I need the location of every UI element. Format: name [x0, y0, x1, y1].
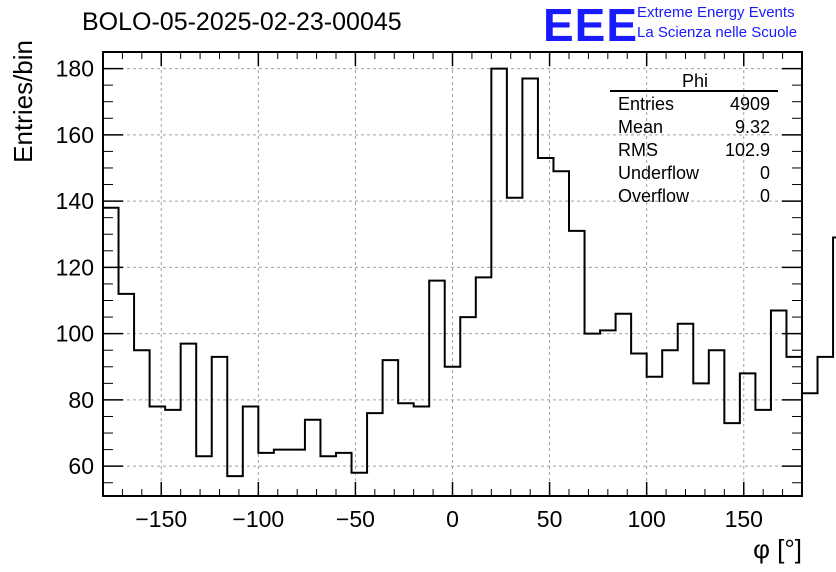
y-axis-title: Entries/bin — [8, 40, 38, 163]
x-tick-label: 150 — [725, 506, 763, 532]
stats-row-value: 102.9 — [725, 140, 770, 160]
x-tick-label: 100 — [627, 506, 665, 532]
stats-row-value: 0 — [760, 186, 770, 206]
run-title: BOLO-05-2025-02-23-00045 — [82, 8, 402, 36]
stats-row-value: 0 — [760, 163, 770, 183]
y-tick-label: 180 — [56, 56, 94, 82]
y-tick-labels: 60 80 100 120 140 160 180 — [56, 56, 94, 480]
stats-rows: Entries 4909 Mean 9.32 RMS 102.9 Underflow 0 Ove… — [618, 94, 770, 206]
x-tick-labels: −150 −100 −50 0 50 100 150 — [135, 506, 763, 532]
stats-box: Phi Entries 4909 Mean 9.32 RMS 102.9 Underflow… — [610, 71, 778, 206]
stats-row-value: 4909 — [730, 94, 770, 114]
logo-subtitle-line-2: La Scienza nelle Scuole — [637, 24, 798, 41]
grid — [103, 52, 802, 496]
stats-row-value: 9.32 — [735, 117, 770, 137]
stats-row-label: Entries — [618, 94, 674, 114]
x-tick-label: 50 — [537, 506, 563, 532]
eee-logo: EEE — [543, 0, 639, 51]
y-tick-label: 80 — [68, 387, 94, 413]
stats-row-label: RMS — [618, 140, 658, 160]
x-tick-label: −150 — [135, 506, 187, 532]
y-tick-label: 60 — [68, 453, 94, 479]
y-tick-label: 160 — [56, 122, 94, 148]
x-tick-label: −100 — [232, 506, 284, 532]
axis-ticks — [103, 51, 802, 496]
y-tick-label: 140 — [56, 188, 94, 214]
y-tick-label: 100 — [56, 321, 94, 347]
x-tick-label: −50 — [336, 506, 375, 532]
logo-subtitle-line-1: Extreme Energy Events — [637, 4, 795, 21]
stats-row-label: Mean — [618, 117, 663, 137]
stats-row-label: Underflow — [618, 163, 700, 183]
x-tick-label: 0 — [446, 506, 459, 532]
plot-frame — [102, 51, 803, 497]
y-tick-label: 120 — [56, 254, 94, 280]
stats-row-label: Overflow — [618, 186, 690, 206]
x-axis-title: φ [°] — [753, 534, 802, 564]
stats-title: Phi — [682, 71, 708, 91]
histogram-step-line — [102, 67, 836, 496]
